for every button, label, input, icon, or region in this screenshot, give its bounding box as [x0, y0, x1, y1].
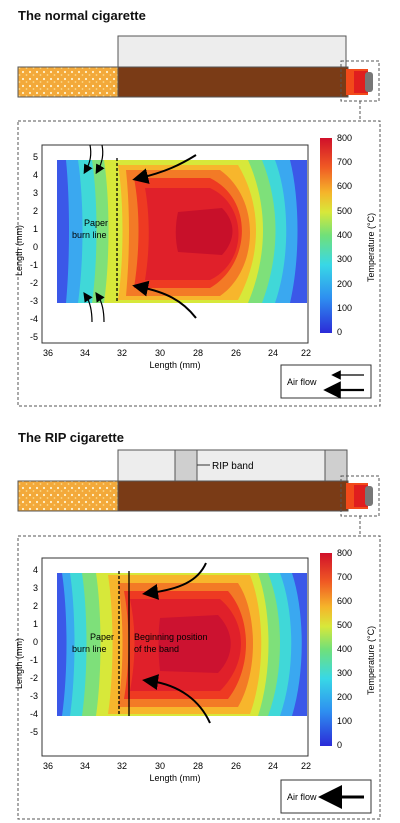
airflow-arrows: [142, 562, 211, 724]
y-tick: 4: [33, 565, 38, 575]
band-position-label-line2: of the band: [134, 644, 179, 654]
svg-text:700: 700: [337, 572, 352, 582]
rip-cigarette-figure: RIP band Paper burn line Beginning posit…: [14, 449, 381, 820]
svg-text:0: 0: [337, 740, 342, 750]
y-tick: -5: [30, 727, 38, 737]
y-tick: 1: [33, 224, 38, 234]
section-title: The normal cigarette: [18, 8, 146, 23]
rip-band-label: RIP band: [212, 461, 254, 472]
x-tick: 34: [80, 348, 90, 358]
x-tick: 32: [117, 348, 127, 358]
paper-burn-label-line1: Paper: [84, 218, 108, 228]
y-tick: -2: [30, 278, 38, 288]
y-tick: 3: [33, 583, 38, 593]
x-tick: 22: [301, 348, 311, 358]
x-tick: 22: [301, 761, 311, 771]
colorbar: [320, 553, 332, 746]
svg-text:100: 100: [337, 716, 352, 726]
svg-text:700: 700: [337, 157, 352, 167]
section-title: The RIP cigarette: [18, 430, 124, 445]
x-tick: 24: [268, 761, 278, 771]
paper-sleeve: [117, 35, 347, 69]
svg-text:500: 500: [337, 620, 352, 630]
temperature-heatmap: [57, 160, 307, 303]
y-tick: -3: [30, 296, 38, 306]
airflow-arrows: [83, 144, 197, 323]
rip-band-secondary: [324, 449, 348, 483]
y-tick: -4: [30, 709, 38, 719]
svg-text:300: 300: [337, 254, 352, 264]
y-tick: 2: [33, 206, 38, 216]
tobacco-rod: [117, 66, 349, 98]
y-axis: 4 3 2 1 0 -1 -2 -3 -4 -5: [30, 565, 38, 737]
filter: [17, 480, 119, 512]
x-tick: 30: [155, 761, 165, 771]
x-axis: 36 34 32 30 28 26 24 22: [43, 761, 311, 771]
svg-text:0: 0: [337, 327, 342, 337]
y-axis: 5 4 3 2 1 0 -1 -2 -3 -4 -5: [30, 152, 38, 342]
x-tick: 36: [43, 348, 53, 358]
rip-band: [174, 449, 198, 483]
band-position-label-line1: Beginning position: [134, 632, 208, 642]
svg-text:600: 600: [337, 596, 352, 606]
y-tick: 0: [33, 637, 38, 647]
svg-text:400: 400: [337, 644, 352, 654]
svg-text:600: 600: [337, 181, 352, 191]
paper-burn-label-line2: burn line: [72, 644, 107, 654]
colorbar-ticks: 800 700 600 500 400 300 200 100 0: [337, 133, 352, 337]
y-axis-label: Length (mm): [14, 225, 24, 276]
x-axis-label: Length (mm): [149, 360, 200, 370]
svg-text:300: 300: [337, 668, 352, 678]
x-tick: 34: [80, 761, 90, 771]
x-tick: 26: [231, 761, 241, 771]
x-tick: 28: [193, 348, 203, 358]
paper-burn-label-line1: Paper: [90, 632, 114, 642]
heatmap-panel: [17, 120, 381, 407]
paper-sleeve: [117, 449, 347, 483]
svg-text:800: 800: [337, 548, 352, 558]
x-axis-label: Length (mm): [149, 773, 200, 783]
y-tick: -3: [30, 691, 38, 701]
colorbar-ticks: 800 700 600 500 400 300 200 100 0: [337, 548, 352, 750]
y-tick: 2: [33, 601, 38, 611]
y-tick: 0: [33, 242, 38, 252]
y-tick: 3: [33, 188, 38, 198]
y-tick: -4: [30, 314, 38, 324]
x-tick: 26: [231, 348, 241, 358]
y-tick: -1: [30, 655, 38, 665]
airflow-legend-label: Air flow: [287, 377, 317, 387]
y-tick: 1: [33, 619, 38, 629]
svg-text:800: 800: [337, 133, 352, 143]
x-axis: 36 34 32 30 28 26 24 22: [43, 348, 311, 358]
filter: [17, 66, 119, 98]
colorbar: [320, 138, 332, 333]
y-tick: -2: [30, 673, 38, 683]
svg-text:100: 100: [337, 303, 352, 313]
y-tick: -5: [30, 332, 38, 342]
svg-text:500: 500: [337, 206, 352, 216]
tobacco-rod: [117, 480, 349, 512]
y-tick: -1: [30, 260, 38, 270]
x-tick: 24: [268, 348, 278, 358]
colorbar-label: Temperature (°C): [366, 213, 376, 282]
y-tick: 4: [33, 170, 38, 180]
heatmap-panel: [17, 535, 381, 820]
svg-text:400: 400: [337, 230, 352, 240]
y-tick: 5: [33, 152, 38, 162]
x-tick: 36: [43, 761, 53, 771]
svg-text:200: 200: [337, 692, 352, 702]
normal-cigarette-figure: Paper burn line 5 4 3 2 1 0 -1 -2 -3 -4 …: [14, 35, 381, 407]
x-tick: 28: [193, 761, 203, 771]
paper-burn-label-line2: burn line: [72, 230, 107, 240]
y-axis-label: Length (mm): [14, 638, 24, 689]
svg-text:200: 200: [337, 279, 352, 289]
airflow-legend-label: Air flow: [287, 792, 317, 802]
x-tick: 32: [117, 761, 127, 771]
colorbar-label: Temperature (°C): [366, 626, 376, 695]
x-tick: 30: [155, 348, 165, 358]
